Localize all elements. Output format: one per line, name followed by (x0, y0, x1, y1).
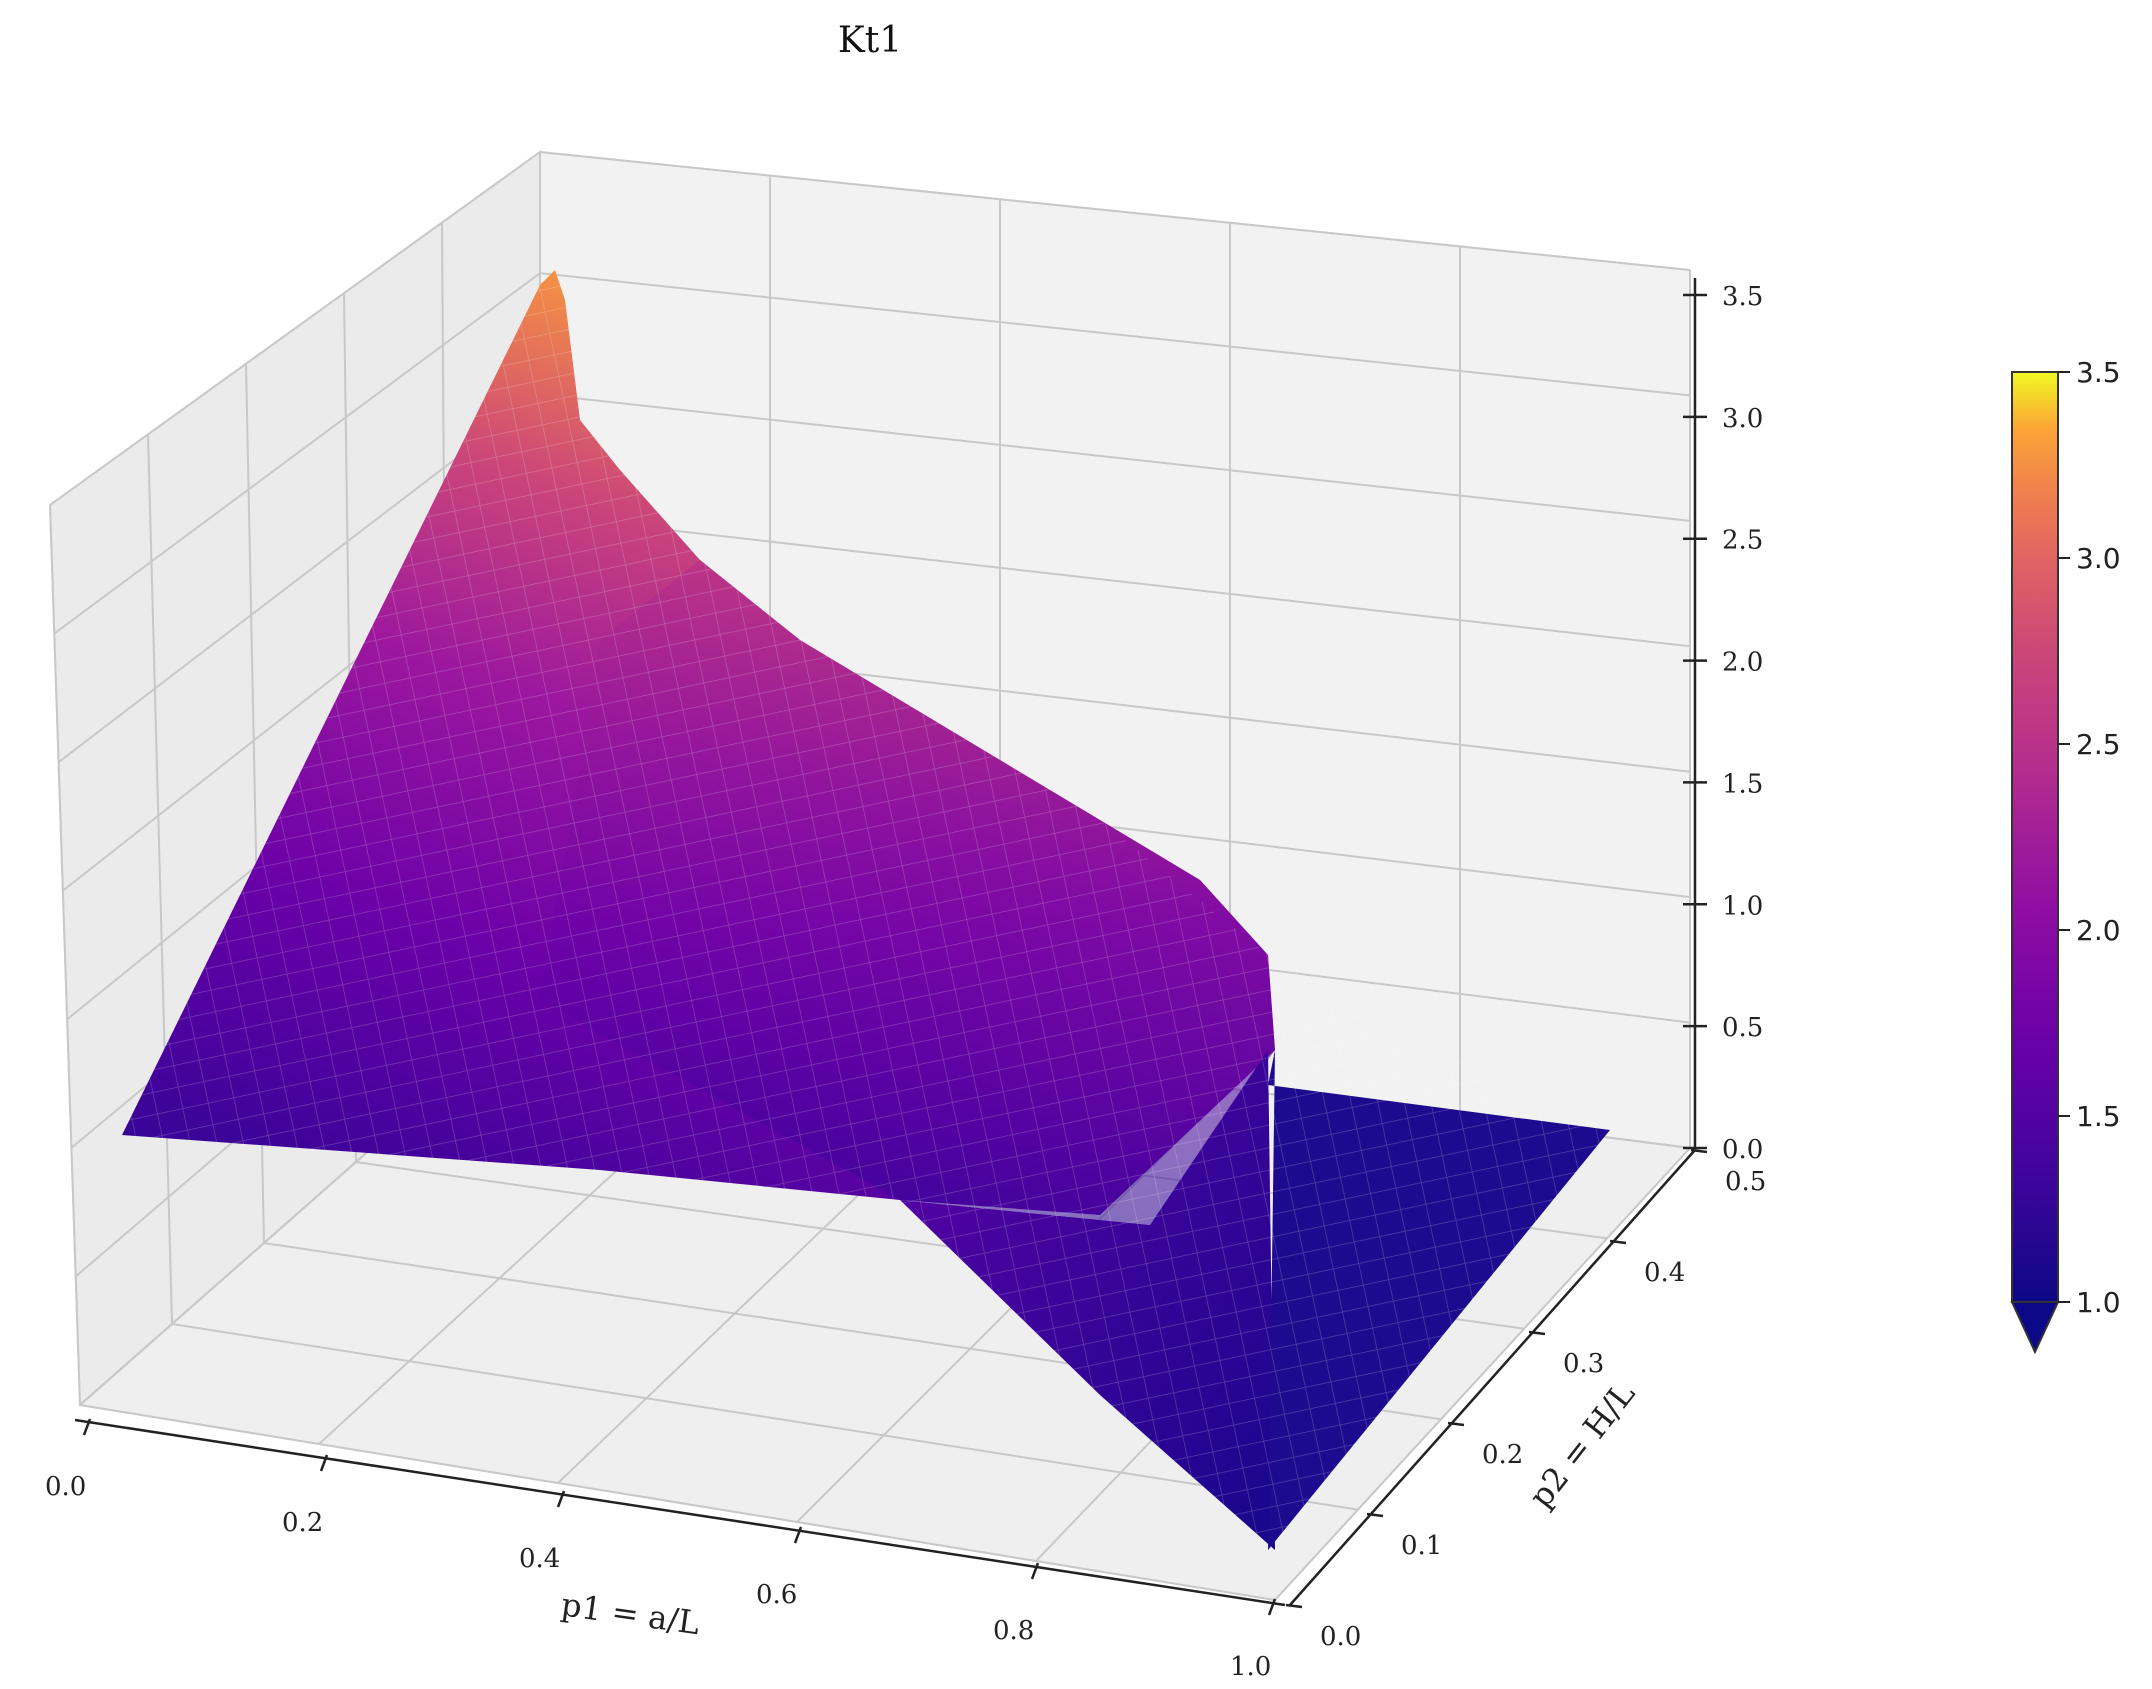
colorbar-tick-label: 3.5 (2076, 356, 2121, 389)
x-tick-mark (1030, 1562, 1040, 1580)
y-tick-mark (1447, 1421, 1465, 1427)
y-tick-label: 0.1 (1401, 1531, 1442, 1561)
floor-gridline-y (171, 1323, 1359, 1511)
colorbar-extend-min (2010, 1301, 2060, 1355)
z-tick-label: 2.5 (1722, 526, 1763, 556)
y-tick-mark (1528, 1330, 1546, 1336)
x-tick-label: 0.4 (519, 1544, 560, 1574)
x-tick-label: 0.8 (993, 1616, 1034, 1646)
y-tick-label: 0.3 (1563, 1349, 1604, 1379)
z-tick-label: 2.0 (1722, 648, 1763, 678)
y-axis-label: p2 = H/L (1521, 1375, 1642, 1515)
y-tick-label: 0.4 (1644, 1258, 1685, 1288)
back-gridline-z (539, 272, 1691, 397)
z-tick-label: 0.5 (1722, 1013, 1763, 1043)
left-gridline-z (49, 151, 541, 506)
floor-gridline-y (79, 1404, 1276, 1601)
y-ticks: 0.0 0.1 0.2 0.3 0.4 0.5 (1285, 1148, 1766, 1652)
x-tick-label: 1.0 (1230, 1652, 1271, 1682)
chart-title: Kt1 (838, 20, 902, 61)
y-tick-mark (1690, 1148, 1708, 1154)
surface-mesh (122, 270, 1610, 1550)
x-tick-label: 0.6 (756, 1580, 797, 1610)
colorbar-tick-label: 2.5 (2076, 728, 2121, 761)
y-axis-line (1289, 1149, 1696, 1606)
x-tick-mark (82, 1418, 92, 1436)
z-tick-label: 1.5 (1722, 769, 1763, 799)
x-tick-label: 0.2 (282, 1508, 323, 1538)
y-tick-label: 0.2 (1482, 1440, 1523, 1470)
x-tick-label: 0.0 (45, 1472, 86, 1502)
colorbar-tick-label: 1.0 (2076, 1286, 2121, 1319)
left-gridline-y (49, 504, 81, 1406)
back-gridline-z (539, 151, 1691, 271)
z-tick-label: 1.0 (1722, 891, 1763, 921)
x-tick-mark (319, 1454, 329, 1472)
x-ticks: 0.0 0.2 0.4 0.6 0.8 1.0 (45, 1418, 1277, 1682)
floor-gridline-x (1274, 1147, 1691, 1601)
back-gridline-z (539, 514, 1691, 648)
y-tick-mark (1609, 1239, 1627, 1245)
colorbar-body (2011, 371, 2059, 1303)
colorbar-tick-label: 3.0 (2076, 542, 2121, 575)
colorbar-tick-label: 2.0 (2076, 914, 2121, 947)
colorbar-ticks: 1.0 1.5 2.0 2.5 3.0 3.5 (2058, 356, 2121, 1319)
x-tick-mark (556, 1490, 566, 1508)
surface (122, 270, 1610, 1550)
x-tick-mark (793, 1526, 803, 1544)
z-ticks: 0.0 0.5 1.0 1.5 2.0 2.5 3.0 3.5 (1683, 282, 1763, 1165)
left-gridline-z (53, 272, 541, 635)
y-tick-mark (1366, 1512, 1384, 1518)
x-axis-label: p1 = a/L (559, 1585, 702, 1642)
colorbar-tick-label: 1.5 (2076, 1100, 2121, 1133)
y-tick-mark (1285, 1603, 1303, 1609)
z-tick-label: 3.5 (1722, 282, 1763, 312)
y-tick-label: 0.5 (1725, 1167, 1766, 1197)
z-tick-label: 0.0 (1722, 1135, 1763, 1165)
back-gridline-z (539, 393, 1691, 522)
x-tick-mark (1267, 1598, 1277, 1616)
colorbar: 1.0 1.5 2.0 2.5 3.0 3.5 (2010, 356, 2121, 1355)
z-tick-label: 3.0 (1722, 404, 1763, 434)
x-axis-line (74, 1418, 1286, 1607)
left-gridline-y (147, 434, 173, 1325)
y-tick-label: 0.0 (1320, 1622, 1361, 1652)
